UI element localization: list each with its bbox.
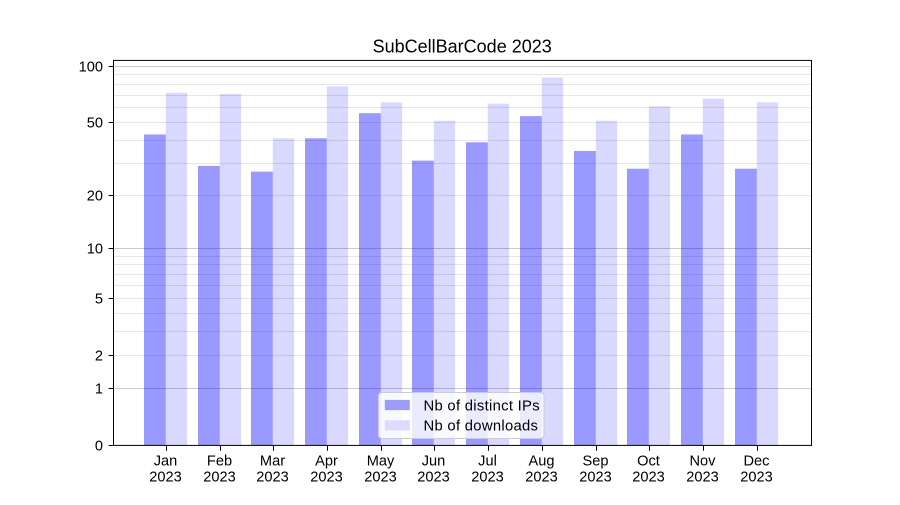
svg-text:Oct: Oct <box>637 454 660 470</box>
svg-text:Aug: Aug <box>529 454 555 470</box>
svg-text:1: 1 <box>95 382 103 398</box>
svg-text:2023: 2023 <box>417 469 449 485</box>
svg-text:Jul: Jul <box>478 454 497 470</box>
svg-text:Feb: Feb <box>207 454 232 470</box>
svg-text:Dec: Dec <box>744 454 770 470</box>
svg-text:SubCellBarCode 2023: SubCellBarCode 2023 <box>373 37 552 57</box>
svg-text:10: 10 <box>87 242 103 258</box>
svg-text:50: 50 <box>87 116 103 132</box>
svg-text:Nb of distinct IPs: Nb of distinct IPs <box>424 398 540 414</box>
svg-text:2023: 2023 <box>310 469 342 485</box>
svg-text:2023: 2023 <box>686 469 718 485</box>
svg-text:2023: 2023 <box>525 469 557 485</box>
svg-text:Sep: Sep <box>583 454 609 470</box>
svg-text:Nb of downloads: Nb of downloads <box>424 419 539 435</box>
svg-text:Apr: Apr <box>315 454 338 470</box>
svg-text:Jun: Jun <box>422 454 446 470</box>
svg-text:2: 2 <box>95 349 103 365</box>
svg-text:Mar: Mar <box>260 454 285 470</box>
svg-text:2023: 2023 <box>740 469 772 485</box>
svg-text:2023: 2023 <box>632 469 664 485</box>
svg-text:Nov: Nov <box>690 454 717 470</box>
svg-text:2023: 2023 <box>364 469 396 485</box>
svg-text:2023: 2023 <box>203 469 235 485</box>
svg-text:20: 20 <box>87 189 103 205</box>
svg-text:2023: 2023 <box>579 469 611 485</box>
svg-text:2023: 2023 <box>149 469 181 485</box>
svg-text:0: 0 <box>95 439 103 455</box>
svg-text:May: May <box>367 454 395 470</box>
svg-text:2023: 2023 <box>256 469 288 485</box>
svg-text:Jan: Jan <box>154 454 178 470</box>
svg-text:100: 100 <box>79 60 103 76</box>
svg-text:5: 5 <box>95 292 103 308</box>
svg-text:2023: 2023 <box>471 469 503 485</box>
